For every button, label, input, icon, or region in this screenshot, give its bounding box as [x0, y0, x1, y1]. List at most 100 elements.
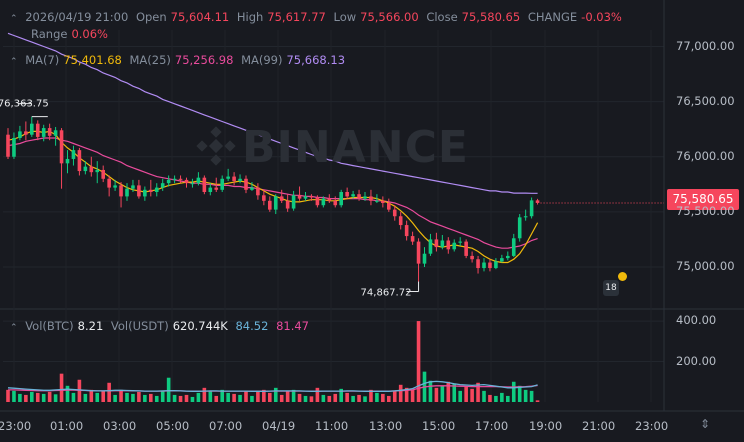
- open-label: Open: [135, 10, 167, 24]
- volume-bar: [511, 381, 516, 402]
- volume-bar: [220, 389, 224, 402]
- vol-ma-b-value: 81.47: [276, 319, 309, 333]
- volume-bar: [452, 383, 457, 402]
- candle-body: [250, 187, 254, 190]
- candle-body: [178, 178, 183, 180]
- volume-bar: [208, 390, 213, 402]
- candle-body: [297, 195, 302, 199]
- candle: [143, 186, 147, 201]
- candle-body: [482, 262, 486, 269]
- candle-body: [47, 128, 52, 136]
- candle: [83, 161, 88, 175]
- volume-bar: [59, 373, 64, 402]
- current-price-tag: 75,580.65: [667, 189, 739, 210]
- volume-bar: [369, 389, 373, 402]
- candle-body: [244, 178, 248, 190]
- candle-body: [77, 150, 82, 172]
- axis-settings-icon[interactable]: ⇕: [699, 417, 711, 431]
- candle: [440, 234, 445, 250]
- volume-bar: [381, 393, 385, 402]
- candle: [190, 178, 195, 188]
- candle: [387, 198, 391, 212]
- candle: [351, 190, 355, 199]
- candle: [428, 233, 433, 256]
- ma-collapse-caret-icon[interactable]: ⌃: [10, 57, 18, 67]
- vol-collapse-caret-icon[interactable]: ⌃: [10, 323, 18, 333]
- candle: [12, 132, 16, 159]
- candle-body: [12, 138, 16, 157]
- candle: [256, 183, 260, 200]
- volume-bar: [160, 390, 165, 402]
- volume-bar: [238, 394, 242, 402]
- candle: [119, 182, 123, 208]
- volume-bar: [291, 389, 296, 402]
- low-marker-label: 74,867.72: [361, 288, 412, 299]
- candle-body: [392, 209, 397, 217]
- candle-body: [428, 239, 433, 254]
- volume-bar: [35, 392, 40, 402]
- candle-body: [208, 187, 213, 192]
- candle: [333, 196, 338, 208]
- alert-dot-icon[interactable]: [618, 272, 627, 281]
- candle-body: [184, 179, 189, 184]
- volume-bar: [24, 394, 28, 402]
- candle-body: [387, 203, 391, 210]
- candle: [220, 175, 224, 192]
- candle: [381, 196, 385, 208]
- time-tick-label: 23:00: [635, 419, 669, 433]
- candle-body: [375, 200, 379, 202]
- candle-body: [220, 178, 224, 190]
- candle-body: [327, 198, 332, 201]
- candle-body: [369, 196, 373, 201]
- candle: [113, 179, 117, 191]
- candle-body: [440, 240, 445, 248]
- candle-body: [30, 123, 34, 135]
- volume-bar: [226, 392, 230, 402]
- candle-body: [226, 176, 230, 179]
- volume-bar: [428, 380, 433, 402]
- volume-bar: [12, 390, 16, 402]
- candle-body: [214, 187, 219, 190]
- indicator-badge[interactable]: 18: [603, 280, 619, 296]
- range-header: Range 0.06%: [31, 27, 112, 41]
- candle: [494, 258, 498, 270]
- candle: [410, 231, 415, 245]
- candle: [404, 220, 409, 241]
- vol-btc-value: 8.21: [77, 319, 104, 333]
- volume-bar: [303, 395, 308, 402]
- volume-bar: [375, 392, 379, 402]
- volume-bar: [47, 391, 52, 402]
- candle-body: [398, 216, 403, 226]
- candle-body: [285, 200, 290, 209]
- candle: [511, 233, 516, 258]
- volume-bar: [250, 395, 254, 402]
- candle: [101, 165, 105, 183]
- price-tick-label: 75,500.00: [676, 203, 735, 218]
- candle-body: [357, 194, 361, 199]
- volume-bar: [30, 391, 34, 402]
- candle: [137, 179, 141, 199]
- volume-bar: [387, 395, 391, 402]
- candle: [315, 195, 320, 208]
- candle-body: [470, 255, 474, 260]
- candle-body: [18, 131, 22, 138]
- volume-bar: [494, 395, 498, 402]
- volume-tick-label: 400.00: [676, 313, 717, 328]
- volume-bar: [470, 388, 474, 402]
- candle-body: [166, 179, 171, 184]
- candle-body: [273, 196, 278, 210]
- volume-bar: [404, 387, 409, 402]
- candle: [523, 209, 528, 221]
- candle-body: [535, 200, 540, 203]
- candle: [392, 205, 397, 221]
- volume-header: ⌃ Vol(BTC) 8.21 Vol(USDT) 620.744K 84.52 8…: [10, 319, 313, 333]
- candle: [309, 194, 314, 201]
- candle: [238, 174, 242, 184]
- vol-ma-a-value: 84.52: [235, 319, 269, 333]
- candle-body: [95, 169, 100, 173]
- collapse-caret-icon[interactable]: ⌃: [10, 14, 18, 24]
- candle-body: [190, 183, 195, 185]
- candle-body: [339, 192, 343, 206]
- candle: [35, 120, 40, 141]
